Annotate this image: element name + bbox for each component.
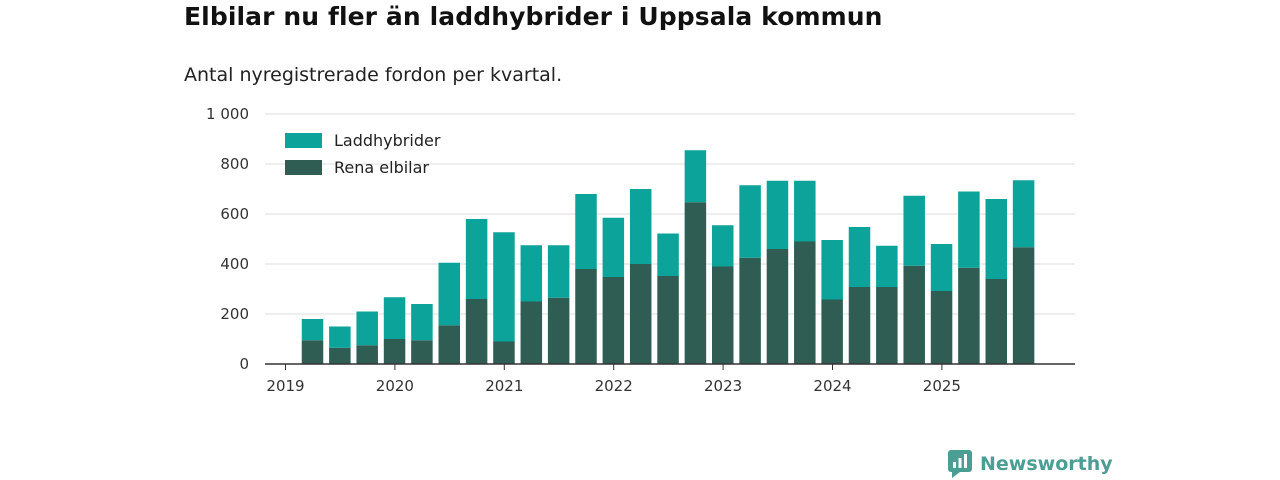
x-tick-label: 2021 xyxy=(485,377,523,395)
bar-laddhybrider xyxy=(602,217,625,277)
bar-rena-elbilar xyxy=(985,279,1007,364)
y-tick-label: 1 000 xyxy=(206,105,249,123)
bar-rena-elbilar xyxy=(903,265,925,364)
bar-rena-elbilar xyxy=(520,301,543,364)
bar-laddhybrider xyxy=(876,245,898,287)
y-tick-label: 200 xyxy=(220,305,249,323)
chart-title: Elbilar nu fler än laddhybrider i Uppsal… xyxy=(184,2,883,31)
bar-rena-elbilar xyxy=(848,287,871,364)
bar-laddhybrider xyxy=(766,180,789,249)
chart-subtitle: Antal nyregistrerade fordon per kvartal. xyxy=(184,64,563,86)
legend-swatch-laddhybrider xyxy=(285,133,322,148)
bar-rena-elbilar xyxy=(684,202,707,364)
bar-rena-elbilar xyxy=(794,241,816,364)
bar-laddhybrider xyxy=(794,180,816,242)
bar-rena-elbilar xyxy=(356,345,378,364)
x-tick-label: 2024 xyxy=(813,377,851,395)
bar-laddhybrider xyxy=(629,189,652,264)
x-tick-label: 2020 xyxy=(376,377,414,395)
bar-laddhybrider xyxy=(821,240,843,300)
y-axis-ticks: 0 200 400 600 800 1 000 xyxy=(206,105,249,373)
bar-laddhybrider xyxy=(712,225,734,267)
x-tick-label: 2025 xyxy=(923,377,961,395)
brand-name: Newsworthy xyxy=(980,453,1113,475)
bar-rena-elbilar xyxy=(629,264,652,364)
bar-laddhybrider xyxy=(301,319,324,341)
y-tick-label: 800 xyxy=(220,155,249,173)
bar-rena-elbilar xyxy=(301,340,324,364)
bar-rena-elbilar xyxy=(657,276,679,364)
y-tick-label: 0 xyxy=(239,355,249,373)
bar-rena-elbilar xyxy=(493,341,515,364)
x-tick-label: 2019 xyxy=(266,377,304,395)
bar-laddhybrider xyxy=(930,244,953,291)
bar-laddhybrider xyxy=(411,304,433,341)
bar-laddhybrider xyxy=(438,262,460,326)
bar-laddhybrider xyxy=(356,311,378,346)
bar-laddhybrider xyxy=(520,245,543,302)
bar-rena-elbilar xyxy=(958,267,980,364)
legend: Laddhybrider Rena elbilar xyxy=(285,131,441,177)
bar-laddhybrider xyxy=(657,233,679,276)
x-axis-ticks: 2019 2020 2021 2022 2023 2024 2025 xyxy=(266,364,961,395)
bar-laddhybrider xyxy=(684,150,707,203)
bar-rena-elbilar xyxy=(821,299,843,364)
bar-laddhybrider xyxy=(383,297,406,339)
newsworthy-logo: Newsworthy xyxy=(948,450,1113,478)
bar-laddhybrider xyxy=(739,185,761,258)
bars xyxy=(301,150,1035,364)
bar-rena-elbilar xyxy=(547,297,570,364)
bar-rena-elbilar xyxy=(602,277,625,364)
bar-rena-elbilar xyxy=(383,339,406,364)
bar-rena-elbilar xyxy=(465,299,488,364)
x-tick-label: 2022 xyxy=(595,377,633,395)
legend-label-rena-elbilar: Rena elbilar xyxy=(334,158,429,177)
bar-laddhybrider xyxy=(465,219,488,299)
newsworthy-logo-icon xyxy=(948,450,972,478)
bar-rena-elbilar xyxy=(739,257,761,364)
bar-laddhybrider xyxy=(329,326,351,348)
bar-rena-elbilar xyxy=(876,287,898,364)
x-tick-label: 2023 xyxy=(704,377,742,395)
bar-laddhybrider xyxy=(958,191,980,268)
bar-rena-elbilar xyxy=(329,347,351,364)
bar-rena-elbilar xyxy=(766,249,789,364)
y-tick-label: 600 xyxy=(220,205,249,223)
legend-swatch-rena-elbilar xyxy=(285,160,322,175)
bar-rena-elbilar xyxy=(712,266,734,364)
y-tick-label: 400 xyxy=(220,255,249,273)
bar-rena-elbilar xyxy=(575,269,597,364)
bar-laddhybrider xyxy=(493,232,515,342)
bar-laddhybrider xyxy=(903,195,925,266)
bar-laddhybrider xyxy=(985,199,1007,279)
legend-label-laddhybrider: Laddhybrider xyxy=(334,131,441,150)
bar-laddhybrider xyxy=(547,245,570,298)
bar-laddhybrider xyxy=(1012,180,1035,248)
bar-laddhybrider xyxy=(848,227,871,287)
bar-rena-elbilar xyxy=(438,325,460,364)
bar-rena-elbilar xyxy=(411,340,433,364)
bar-rena-elbilar xyxy=(930,291,953,364)
bar-laddhybrider xyxy=(575,194,597,269)
bar-rena-elbilar xyxy=(1012,247,1035,364)
